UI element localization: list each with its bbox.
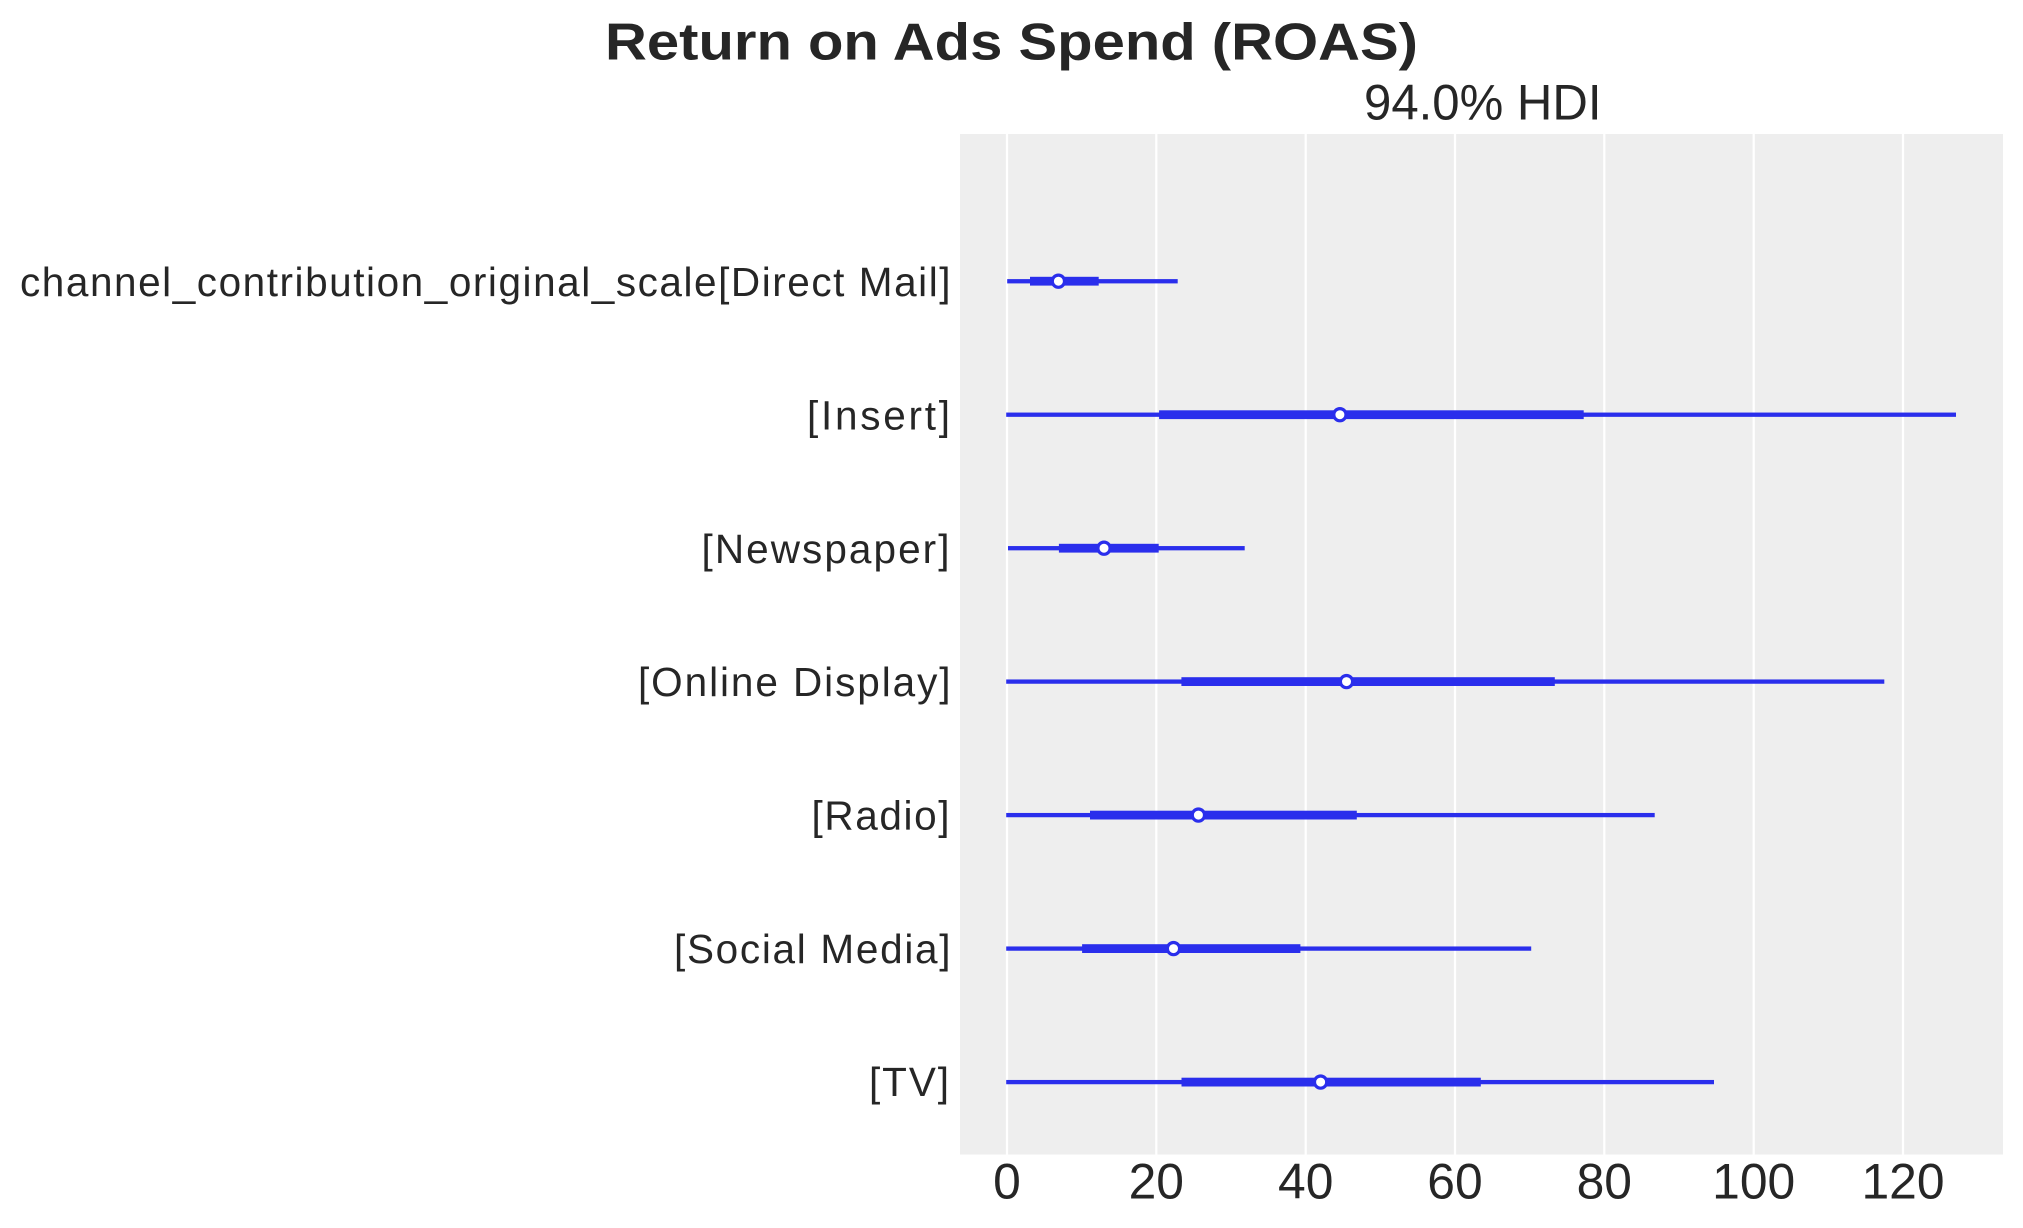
svg-text:20: 20 xyxy=(1129,1154,1184,1210)
svg-text:Return on Ads Spend (ROAS): Return on Ads Spend (ROAS) xyxy=(605,13,1418,71)
svg-text:120: 120 xyxy=(1861,1154,1944,1210)
svg-text:channel_contribution_original_: channel_contribution_original_scale[Dire… xyxy=(20,259,951,305)
svg-text:100: 100 xyxy=(1712,1154,1795,1210)
svg-text:[TV]: [TV] xyxy=(869,1059,949,1105)
svg-text:[Newspaper]: [Newspaper] xyxy=(702,526,950,572)
svg-text:[Radio]: [Radio] xyxy=(812,793,950,839)
svg-text:[Online Display]: [Online Display] xyxy=(638,659,951,705)
svg-text:94.0% HDI: 94.0% HDI xyxy=(1364,74,1602,130)
svg-text:[Social Media]: [Social Media] xyxy=(674,926,951,972)
svg-text:80: 80 xyxy=(1577,1154,1632,1210)
svg-text:60: 60 xyxy=(1427,1154,1482,1210)
svg-text:40: 40 xyxy=(1278,1154,1333,1210)
svg-text:0: 0 xyxy=(993,1154,1021,1210)
svg-text:[Insert]: [Insert] xyxy=(807,393,950,439)
